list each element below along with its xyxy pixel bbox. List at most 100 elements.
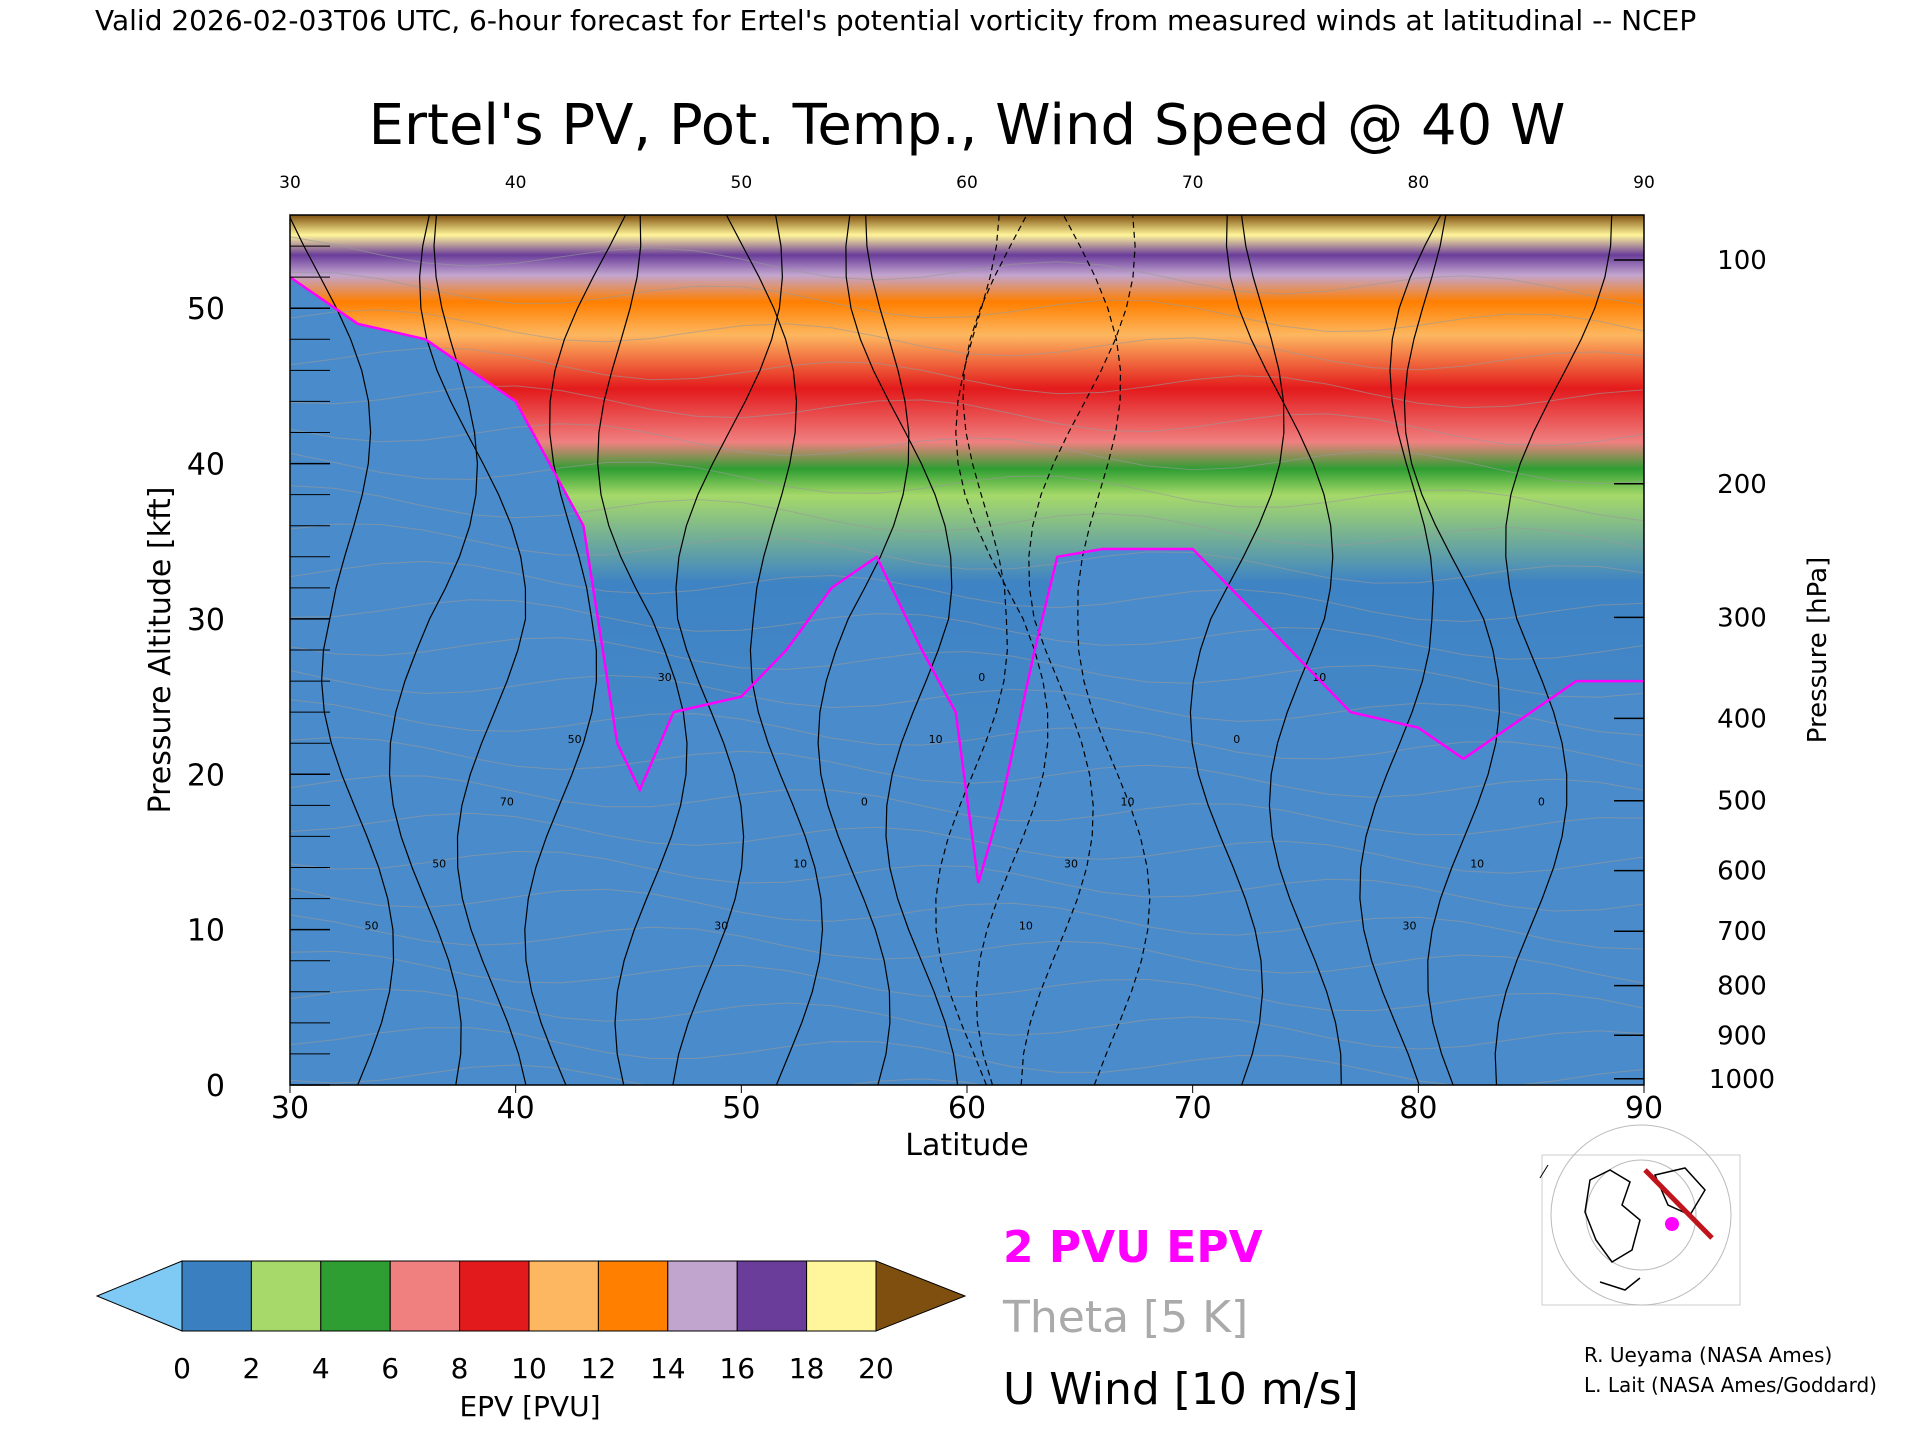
wind-contour-label: 50 bbox=[568, 733, 582, 746]
wind-contour-label: 10 bbox=[793, 858, 807, 871]
wind-contour-line bbox=[1494, 215, 1613, 1085]
pressure-axis: 100 200 300 400 500 600 700 800 900 1000 bbox=[1614, 246, 1775, 1095]
colorbar-tick-label: 16 bbox=[719, 1352, 755, 1385]
x-tick-label: 90 bbox=[1625, 1091, 1663, 1126]
wind-contour-line bbox=[597, 215, 688, 1085]
colorbar-tick-label: 18 bbox=[789, 1352, 825, 1385]
y-tick-label: 10 bbox=[187, 914, 225, 949]
y-tick-label: 0 bbox=[206, 1069, 225, 1104]
theta-contour-line bbox=[290, 385, 1644, 447]
x-tick-label: 30 bbox=[271, 1091, 309, 1126]
pressure-tick-label: 600 bbox=[1717, 857, 1767, 887]
wind-contour-line bbox=[672, 215, 784, 1085]
wind-contour-line bbox=[725, 215, 824, 1085]
legend: 2 PVU EPV Theta [5 K] U Wind [10 m/s] bbox=[1002, 1222, 1359, 1415]
pressure-tick-label: 100 bbox=[1717, 246, 1767, 276]
pressure-tick-label: 400 bbox=[1717, 704, 1767, 734]
x-top-tick-label: 70 bbox=[1182, 173, 1204, 193]
wind-contour-label: 10 bbox=[929, 733, 943, 746]
x-tick-label: 40 bbox=[497, 1091, 535, 1126]
theta-contour-line bbox=[290, 485, 1644, 550]
theta-contour-line bbox=[290, 699, 1644, 767]
theta-contour-line bbox=[290, 775, 1644, 836]
theta-contour-line bbox=[290, 523, 1644, 584]
colorbar-segment bbox=[736, 1260, 808, 1332]
colorbar-segment bbox=[597, 1260, 669, 1332]
pressure-tick-label: 500 bbox=[1717, 787, 1767, 817]
y-tick-label: 50 bbox=[187, 292, 225, 327]
theta-contour-line bbox=[290, 560, 1644, 623]
theta-contour-line bbox=[290, 236, 1644, 306]
colorbar-over-arrow bbox=[875, 1260, 967, 1332]
pressure-tick-label: 200 bbox=[1717, 470, 1767, 500]
x-tick-label: 70 bbox=[1174, 1091, 1212, 1126]
credit-line-2: L. Lait (NASA Ames/Goddard) bbox=[1584, 1373, 1877, 1397]
map-section-line bbox=[1643, 1168, 1714, 1240]
map-graticule bbox=[1550, 1124, 1732, 1306]
legend-theta: Theta [5 K] bbox=[1002, 1292, 1248, 1343]
wind-contour-label: 30 bbox=[714, 920, 728, 933]
legend-u-wind: U Wind [10 m/s] bbox=[1003, 1364, 1359, 1415]
colorbar-tick-label: 20 bbox=[858, 1352, 894, 1385]
theta-contour-line bbox=[290, 914, 1644, 984]
theta-contour-line bbox=[290, 850, 1644, 912]
colorbar-segment bbox=[528, 1260, 599, 1332]
wind-contour-label: 10 bbox=[1019, 920, 1033, 933]
map-inset-frame bbox=[1541, 1154, 1741, 1306]
credits: R. Ueyama (NASA Ames) L. Lait (NASA Ames… bbox=[1584, 1340, 1904, 1400]
wind-contour-line bbox=[1189, 215, 1285, 1085]
pressure-tick-label: 800 bbox=[1717, 972, 1767, 1002]
y-axis-label: Pressure Altitude [kft] bbox=[143, 487, 178, 814]
theta-contour-line bbox=[290, 1064, 984, 1085]
colorbar-segment bbox=[667, 1260, 738, 1332]
colorbar-segment bbox=[250, 1260, 322, 1332]
latitude-axis: 30 40 50 60 70 80 90 bbox=[271, 1085, 1663, 1126]
colorbar-tick-label: 6 bbox=[381, 1352, 399, 1385]
wind-contour-label: 70 bbox=[500, 795, 514, 808]
x-top-tick-label: 30 bbox=[279, 173, 301, 193]
x-top-tick-label: 50 bbox=[731, 173, 753, 193]
theta-contours bbox=[290, 236, 1644, 1085]
wind-contour-line bbox=[1062, 215, 1151, 1085]
colorbar-segment bbox=[389, 1260, 461, 1332]
colorbar-segment bbox=[459, 1260, 530, 1332]
wind-contour-label: 10 bbox=[1121, 795, 1135, 808]
colorbar: 0 2 4 6 8 10 12 14 16 18 20 bbox=[95, 1260, 967, 1385]
latitude-top-axis: 30 40 50 60 70 80 90 bbox=[279, 173, 1655, 193]
colorbar-tick-label: 4 bbox=[312, 1352, 330, 1385]
legend-2pvu: 2 PVU EPV bbox=[1003, 1222, 1263, 1273]
wind-contour-label: 0 bbox=[978, 671, 985, 684]
map-coastline bbox=[1584, 1167, 1706, 1291]
colorbar-under-arrow bbox=[95, 1260, 183, 1332]
wind-contour-label: 30 bbox=[1403, 920, 1417, 933]
colorbar-tick-label: 10 bbox=[511, 1352, 547, 1385]
map-inset bbox=[1541, 1124, 1741, 1306]
theta-contour-line bbox=[290, 887, 1644, 950]
credit-line-1: R. Ueyama (NASA Ames) bbox=[1584, 1343, 1833, 1367]
altitude-axis: 0 10 20 30 40 50 bbox=[187, 245, 330, 1104]
wind-contour-label: 50 bbox=[365, 920, 379, 933]
chart-title: Ertel's PV, Pot. Temp., Wind Speed @ 40 … bbox=[369, 93, 1566, 158]
theta-contour-line bbox=[290, 309, 1644, 371]
x-tick-label: 60 bbox=[948, 1091, 986, 1126]
wind-contour-label: 50 bbox=[432, 858, 446, 871]
wind-contour-label: 0 bbox=[861, 795, 868, 808]
wind-contour-label: 0 bbox=[1538, 795, 1545, 808]
valid-time-header: Valid 2026-02-03T06 UTC, 6-hour forecast… bbox=[95, 4, 1696, 37]
x-tick-label: 50 bbox=[722, 1091, 760, 1126]
y2-axis-label: Pressure [hPa] bbox=[1803, 557, 1833, 744]
theta-contour-line bbox=[290, 347, 1644, 409]
wind-contour-label: 30 bbox=[658, 671, 672, 684]
theta-contour-line bbox=[290, 599, 1644, 660]
x-top-tick-label: 60 bbox=[956, 173, 978, 193]
colorbar-segment bbox=[181, 1260, 252, 1332]
colorbar-tick-label: 14 bbox=[650, 1352, 686, 1385]
x-axis-label: Latitude bbox=[905, 1128, 1028, 1163]
theta-contour-line bbox=[290, 637, 1644, 698]
wind-contour-line bbox=[418, 215, 527, 1085]
wind-contour-line bbox=[845, 215, 959, 1085]
wind-contour-line bbox=[1359, 215, 1442, 1085]
theta-contour-line bbox=[290, 988, 1644, 1050]
